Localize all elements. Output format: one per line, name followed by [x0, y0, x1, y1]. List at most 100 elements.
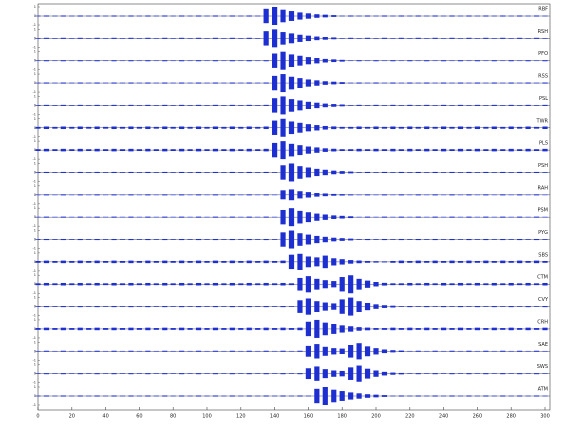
waveform-amplitude: [542, 239, 548, 240]
waveform-amplitude: [60, 15, 66, 17]
waveform-amplitude: [187, 172, 193, 173]
waveform-amplitude: [255, 328, 261, 330]
station-label: RBF: [538, 7, 548, 13]
waveform-amplitude: [381, 37, 388, 39]
waveform-amplitude: [407, 126, 413, 130]
y-tick-label: -1: [33, 291, 37, 295]
waveform-amplitude: [111, 15, 117, 17]
waveform-amplitude: [204, 260, 210, 263]
x-tick-label: 60: [136, 414, 142, 420]
waveform-amplitude: [390, 126, 396, 130]
waveform-amplitude: [77, 82, 83, 84]
waveform-amplitude: [348, 105, 354, 106]
waveform-amplitude: [381, 305, 388, 308]
waveform-amplitude: [128, 350, 134, 352]
waveform-amplitude: [339, 391, 345, 401]
waveform-amplitude: [381, 60, 388, 62]
waveform-amplitude: [415, 126, 421, 129]
waveform-amplitude: [280, 209, 286, 225]
waveform-amplitude: [364, 105, 371, 106]
waveform-amplitude: [246, 15, 252, 17]
y-tick-label: -1: [33, 45, 37, 49]
waveform-amplitude: [221, 350, 227, 352]
waveform-amplitude: [466, 126, 472, 129]
waveform-amplitude: [508, 327, 514, 331]
waveform-amplitude: [322, 322, 328, 336]
waveform-amplitude: [381, 395, 388, 397]
waveform-amplitude: [381, 171, 388, 174]
waveform-amplitude: [153, 82, 159, 84]
station-label: RAH: [538, 185, 549, 191]
waveform-amplitude: [128, 306, 134, 308]
x-tick-label: 40: [102, 414, 108, 420]
waveform-amplitude: [517, 328, 523, 330]
waveform-amplitude: [179, 82, 185, 84]
waveform-amplitude: [246, 60, 252, 62]
waveform-amplitude: [187, 350, 193, 352]
waveform-amplitude: [415, 395, 421, 397]
waveform-amplitude: [35, 350, 41, 352]
waveform-amplitude: [153, 306, 159, 307]
waveform-amplitude: [441, 15, 447, 17]
waveform-amplitude: [364, 302, 371, 311]
waveform-amplitude: [500, 350, 506, 352]
waveform-amplitude: [69, 395, 75, 397]
waveform-amplitude: [187, 328, 193, 330]
waveform-amplitude: [491, 104, 497, 106]
waveform-amplitude: [398, 37, 404, 39]
waveform-amplitude: [449, 216, 455, 218]
waveform-amplitude: [449, 350, 455, 352]
waveform-amplitude: [43, 350, 50, 352]
waveform-amplitude: [128, 171, 134, 174]
waveform-amplitude: [348, 392, 354, 400]
waveform-amplitude: [407, 82, 413, 84]
x-tick-label: 300: [540, 414, 550, 420]
waveform-amplitude: [77, 148, 83, 152]
waveform-amplitude: [170, 283, 176, 286]
waveform-amplitude: [356, 327, 362, 331]
waveform-amplitude: [356, 393, 362, 399]
waveform-amplitude: [381, 282, 388, 286]
waveform-amplitude: [229, 82, 235, 84]
station-label: CTM: [537, 275, 548, 281]
waveform-amplitude: [221, 373, 227, 375]
waveform-amplitude: [136, 194, 142, 196]
waveform-amplitude: [86, 216, 92, 218]
waveform-amplitude: [238, 373, 244, 375]
waveform-amplitude: [466, 260, 472, 264]
waveform-amplitude: [229, 260, 235, 264]
waveform-amplitude: [288, 306, 295, 307]
waveform-amplitude: [119, 239, 126, 240]
waveform-amplitude: [457, 37, 464, 39]
waveform-amplitude: [263, 148, 269, 152]
waveform-amplitude: [348, 60, 354, 62]
waveform-amplitude: [77, 395, 83, 397]
waveform-amplitude: [246, 395, 252, 397]
waveform-amplitude: [542, 350, 548, 352]
waveform-amplitude: [35, 306, 41, 307]
waveform-amplitude: [533, 15, 540, 17]
y-tick-label: -1: [33, 202, 37, 206]
waveform-amplitude: [508, 148, 514, 152]
waveform-amplitude: [398, 328, 404, 330]
waveform-amplitude: [255, 216, 261, 218]
waveform-amplitude: [424, 15, 430, 17]
waveform-amplitude: [280, 9, 286, 23]
waveform-amplitude: [373, 370, 379, 377]
waveform-amplitude: [60, 238, 66, 241]
waveform-amplitude: [221, 283, 227, 286]
waveform-amplitude: [483, 149, 489, 152]
waveform-amplitude: [483, 216, 489, 218]
station-label: CRH: [537, 319, 548, 325]
waveform-amplitude: [398, 60, 404, 62]
waveform-amplitude: [542, 148, 548, 152]
waveform-amplitude: [424, 37, 430, 39]
waveform-amplitude: [533, 350, 540, 352]
waveform-amplitude: [525, 306, 531, 308]
waveform-amplitude: [415, 328, 421, 330]
waveform-amplitude: [364, 82, 371, 84]
waveform-amplitude: [128, 282, 134, 286]
waveform-amplitude: [305, 167, 311, 178]
waveform-amplitude: [103, 60, 109, 62]
waveform-amplitude: [364, 194, 371, 196]
